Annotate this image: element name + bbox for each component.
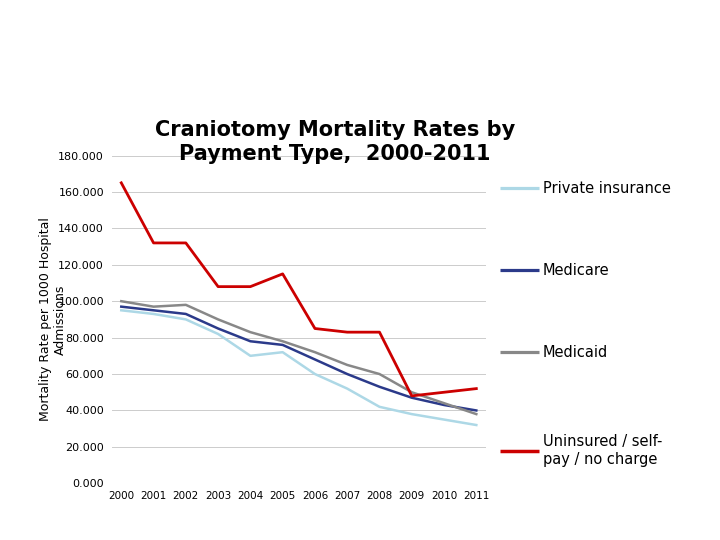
Text: Medicaid: Medicaid xyxy=(543,345,608,360)
Text: Uninsured / self-
pay / no charge: Uninsured / self- pay / no charge xyxy=(543,434,662,467)
Text: Private insurance: Private insurance xyxy=(543,181,671,196)
Text: Medicare: Medicare xyxy=(543,263,610,278)
Text: Craniotomy Mortality Rates by
Payment Type,  2000-2011: Craniotomy Mortality Rates by Payment Ty… xyxy=(155,120,515,164)
Y-axis label: Mortality Rate per 1000 Hospital
Admissions: Mortality Rate per 1000 Hospital Admissi… xyxy=(39,218,67,421)
